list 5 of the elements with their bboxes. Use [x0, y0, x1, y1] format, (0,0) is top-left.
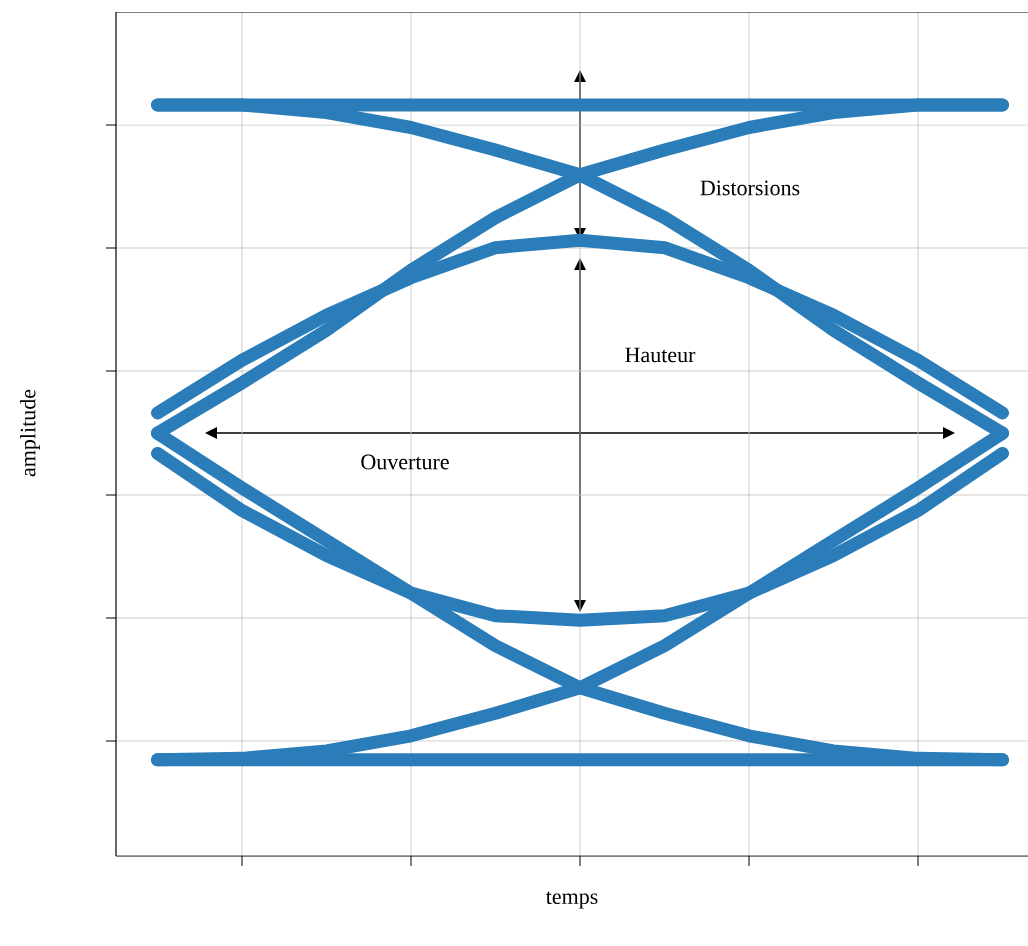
annotation: Distorsions [700, 180, 800, 196]
annotation: Hauteur [625, 347, 696, 363]
x-axis-title: temps [545, 891, 598, 909]
y-axis-title: amplitude [20, 389, 40, 477]
annotation: Ouverture [361, 454, 449, 470]
